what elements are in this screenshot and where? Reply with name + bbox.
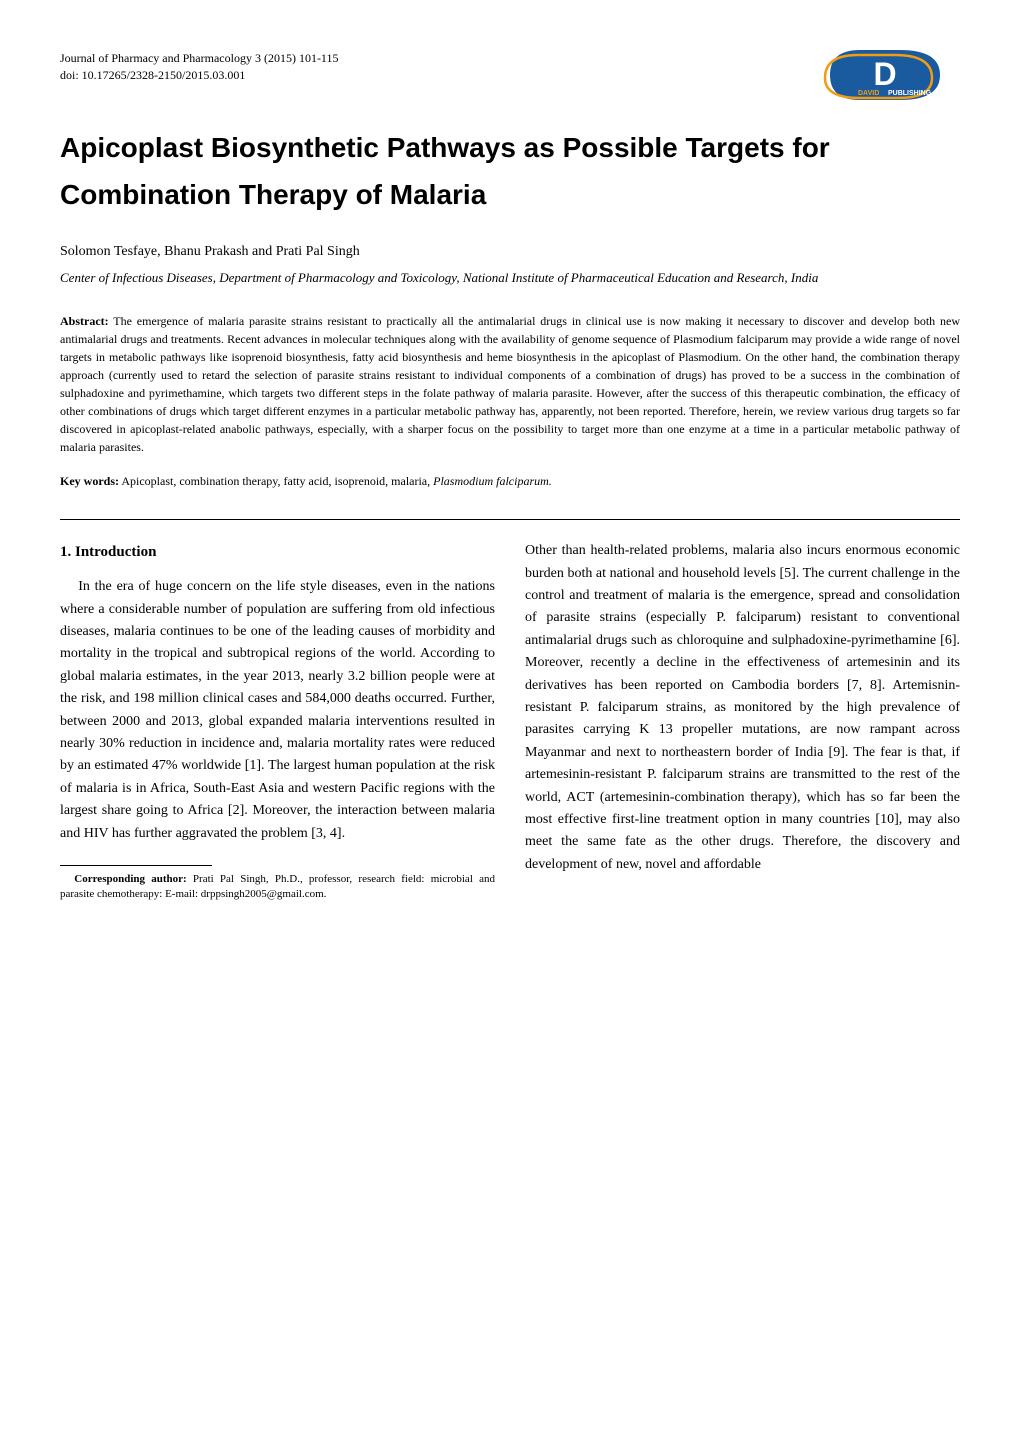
keywords-label: Key words:: [60, 474, 119, 488]
section-divider: [60, 519, 960, 520]
authors: Solomon Tesfaye, Bhanu Prakash and Prati…: [60, 244, 960, 260]
left-column-paragraph: In the era of huge concern on the life s…: [60, 576, 495, 845]
header-section: Journal of Pharmacy and Pharmacology 3 (…: [60, 50, 960, 84]
david-publishing-logo-icon: D DAVID PUBLISHING: [810, 40, 960, 110]
left-column: 1. Introduction In the era of huge conce…: [60, 540, 495, 902]
footnote-divider: [60, 865, 212, 866]
svg-text:D: D: [873, 56, 896, 92]
right-column-paragraph: Other than health-related problems, mala…: [525, 540, 960, 876]
article-title: Apicoplast Biosynthetic Pathways as Poss…: [60, 124, 960, 219]
publisher-logo: D DAVID PUBLISHING: [810, 40, 960, 115]
abstract-section: Abstract: The emergence of malaria paras…: [60, 312, 960, 456]
two-column-body: 1. Introduction In the era of huge conce…: [60, 540, 960, 902]
svg-text:PUBLISHING: PUBLISHING: [888, 90, 932, 97]
abstract-text: The emergence of malaria parasite strain…: [60, 314, 960, 454]
keywords-italic: Plasmodium falciparum.: [433, 474, 552, 488]
abstract-label: Abstract:: [60, 314, 109, 328]
affiliation: Center of Infectious Diseases, Departmen…: [60, 268, 960, 288]
right-column: Other than health-related problems, mala…: [525, 540, 960, 902]
svg-text:DAVID: DAVID: [858, 90, 879, 97]
keywords-section: Key words: Apicoplast, combination thera…: [60, 474, 960, 489]
corresponding-author-footnote: Corresponding author: Prati Pal Singh, P…: [60, 872, 495, 903]
footnote-label: Corresponding author:: [74, 873, 186, 885]
keywords-text: Apicoplast, combination therapy, fatty a…: [119, 474, 433, 488]
introduction-heading: 1. Introduction: [60, 540, 495, 564]
